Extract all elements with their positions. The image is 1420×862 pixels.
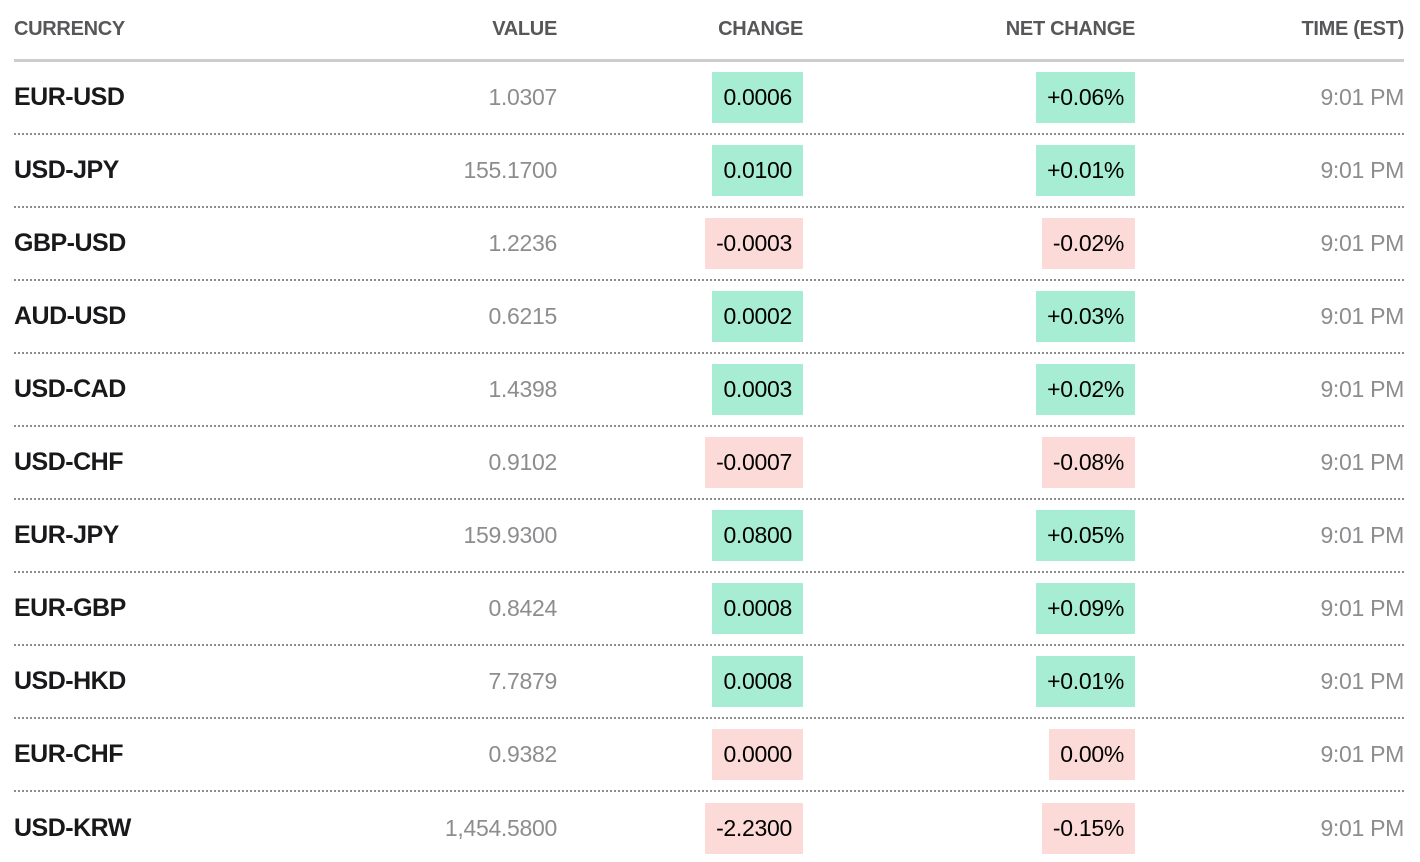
net-change-badge: +0.09%	[1036, 582, 1135, 635]
change-badge: -2.2300	[705, 802, 803, 855]
value-cell: 1.0307	[488, 84, 557, 110]
net-change-badge: +0.01%	[1036, 655, 1135, 708]
time-cell: 9:01 PM	[1320, 595, 1404, 621]
table-body: EUR-USD 1.0307 0.0006 +0.06% 9:01 PM USD…	[0, 62, 1420, 862]
change-badge: -0.0007	[705, 436, 803, 489]
table-row: USD-HKD 7.7879 0.0008 +0.01% 9:01 PM	[14, 646, 1404, 719]
time-cell: 9:01 PM	[1320, 741, 1404, 767]
currency-pair-link[interactable]: GBP-USD	[14, 229, 126, 257]
net-change-badge: -0.15%	[1041, 802, 1135, 855]
currency-pair-link[interactable]: EUR-GBP	[14, 594, 126, 622]
currency-pair-link[interactable]: EUR-CHF	[14, 740, 124, 768]
table-row: USD-KRW 1,454.5800 -2.2300 -0.15% 9:01 P…	[14, 792, 1404, 862]
column-header-value: VALUE	[492, 18, 557, 40]
time-cell: 9:01 PM	[1320, 230, 1404, 256]
table-row: USD-CAD 1.4398 0.0003 +0.02% 9:01 PM	[14, 354, 1404, 427]
change-badge: 0.0006	[712, 71, 803, 124]
time-cell: 9:01 PM	[1320, 449, 1404, 475]
currency-pair-link[interactable]: USD-HKD	[14, 667, 126, 695]
net-change-badge: +0.06%	[1036, 71, 1135, 124]
value-cell: 1,454.5800	[444, 815, 557, 841]
table-row: AUD-USD 0.6215 0.0002 +0.03% 9:01 PM	[14, 281, 1404, 354]
value-cell: 1.4398	[488, 376, 557, 402]
change-badge: 0.0003	[712, 363, 803, 416]
change-badge: 0.0008	[712, 582, 803, 635]
column-header-currency: CURRENCY	[14, 18, 125, 40]
column-header-net-change: NET CHANGE	[1005, 18, 1136, 40]
net-change-badge: +0.03%	[1036, 290, 1135, 343]
net-change-badge: +0.01%	[1036, 144, 1135, 197]
value-cell: 1.2236	[488, 230, 557, 256]
change-badge: 0.0002	[712, 290, 803, 343]
net-change-badge: -0.02%	[1041, 217, 1135, 270]
table-row: USD-CHF 0.9102 -0.0007 -0.08% 9:01 PM	[14, 427, 1404, 500]
net-change-badge: 0.00%	[1049, 728, 1135, 781]
currency-pair-link[interactable]: USD-KRW	[14, 814, 131, 842]
currency-pair-link[interactable]: EUR-USD	[14, 83, 125, 111]
currency-pair-link[interactable]: AUD-USD	[14, 302, 126, 330]
currency-pair-link[interactable]: USD-CHF	[14, 448, 124, 476]
time-cell: 9:01 PM	[1320, 376, 1404, 402]
currency-pair-link[interactable]: USD-CAD	[14, 375, 126, 403]
time-cell: 9:01 PM	[1320, 303, 1404, 329]
value-cell: 0.8424	[488, 595, 557, 621]
time-cell: 9:01 PM	[1320, 157, 1404, 183]
table-row: EUR-USD 1.0307 0.0006 +0.06% 9:01 PM	[14, 62, 1404, 135]
table-header-row: CURRENCY VALUE CHANGE NET CHANGE TIME (E…	[14, 0, 1404, 62]
change-badge: 0.0008	[712, 655, 803, 708]
table-row: USD-JPY 155.1700 0.0100 +0.01% 9:01 PM	[14, 135, 1404, 208]
value-cell: 159.9300	[463, 522, 557, 548]
time-cell: 9:01 PM	[1320, 668, 1404, 694]
table-row: EUR-GBP 0.8424 0.0008 +0.09% 9:01 PM	[14, 573, 1404, 646]
net-change-badge: +0.02%	[1036, 363, 1135, 416]
time-cell: 9:01 PM	[1320, 84, 1404, 110]
table-row: EUR-CHF 0.9382 0.0000 0.00% 9:01 PM	[14, 719, 1404, 792]
change-badge: 0.0100	[712, 144, 803, 197]
change-badge: 0.0000	[712, 728, 803, 781]
value-cell: 0.9382	[488, 741, 557, 767]
change-badge: -0.0003	[705, 217, 803, 270]
column-header-time: TIME (EST)	[1301, 18, 1404, 40]
table-row: EUR-JPY 159.9300 0.0800 +0.05% 9:01 PM	[14, 500, 1404, 573]
net-change-badge: +0.05%	[1036, 509, 1135, 562]
value-cell: 0.9102	[488, 449, 557, 475]
net-change-badge: -0.08%	[1041, 436, 1135, 489]
time-cell: 9:01 PM	[1320, 522, 1404, 548]
currency-pair-link[interactable]: USD-JPY	[14, 156, 119, 184]
change-badge: 0.0800	[712, 509, 803, 562]
column-header-change: CHANGE	[718, 18, 803, 40]
time-cell: 9:01 PM	[1320, 815, 1404, 841]
value-cell: 155.1700	[463, 157, 557, 183]
value-cell: 7.7879	[488, 668, 557, 694]
table-row: GBP-USD 1.2236 -0.0003 -0.02% 9:01 PM	[14, 208, 1404, 281]
value-cell: 0.6215	[488, 303, 557, 329]
currency-pair-link[interactable]: EUR-JPY	[14, 521, 119, 549]
